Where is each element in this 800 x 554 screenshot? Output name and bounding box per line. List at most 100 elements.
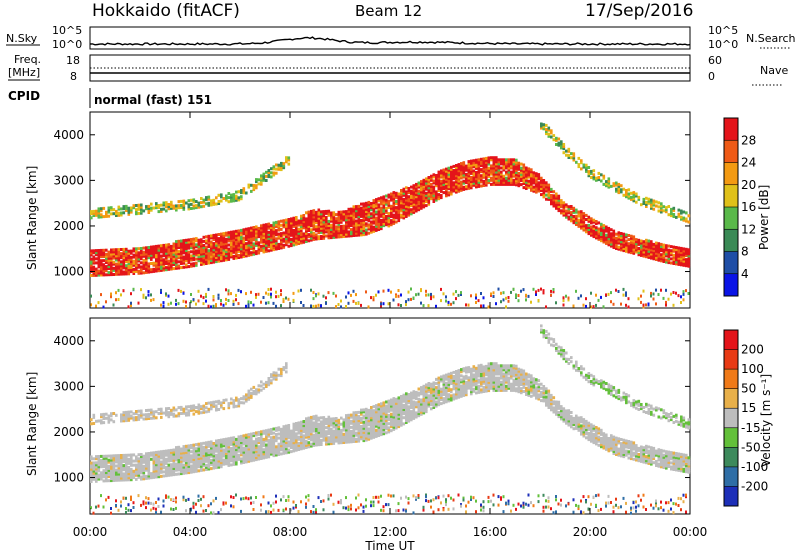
echo-cell [625, 233, 628, 237]
echo-cell [252, 232, 256, 236]
echo-cell [140, 413, 143, 417]
clutter-cell [275, 500, 277, 504]
clutter-cell [355, 301, 357, 305]
echo-cell [372, 203, 376, 207]
echo-cell [287, 224, 291, 228]
echo-cell [180, 199, 183, 203]
echo-cell [202, 410, 206, 414]
echo-cell [270, 381, 273, 385]
echo-cell [605, 180, 608, 184]
echo-cell [225, 254, 228, 258]
echo-cell [180, 245, 183, 249]
echo-cell [597, 227, 601, 231]
echo-cell [370, 208, 373, 212]
echo-cell [657, 254, 661, 258]
echo-cell [277, 222, 281, 226]
echo-cell [217, 439, 221, 442]
echo-cell [192, 455, 196, 459]
echo-cell [92, 257, 96, 261]
echo-cell [112, 479, 116, 482]
echo-cell [630, 242, 633, 246]
echo-cell [340, 212, 343, 216]
echo-cell [427, 196, 431, 200]
echo-cell [482, 159, 486, 163]
echo-cell [547, 195, 551, 199]
echo-cell [412, 202, 416, 206]
echo-cell [272, 237, 276, 241]
echo-cell [350, 222, 353, 225]
echo-cell [510, 172, 513, 176]
clutter-cell [177, 288, 180, 292]
echo-cell [200, 460, 203, 464]
echo-cell [410, 208, 413, 212]
echo-cell [545, 189, 548, 193]
echo-cell [180, 253, 183, 257]
echo-cell [297, 223, 301, 227]
clutter-cell [310, 288, 312, 292]
echo-cell [290, 441, 293, 445]
echo-cell [120, 213, 123, 217]
echo-cell [477, 180, 481, 184]
echo-cell [100, 215, 103, 219]
echo-cell [600, 235, 603, 239]
echo-cell [285, 226, 288, 230]
echo-cell [137, 247, 141, 251]
echo-cell [512, 182, 516, 186]
echo-cell [197, 205, 201, 209]
echo-cell [395, 195, 398, 199]
echo-cell [115, 248, 118, 252]
echo-cell [390, 223, 393, 227]
echo-cell [360, 233, 363, 237]
echo-cell [125, 412, 128, 416]
clutter-cell [267, 301, 270, 305]
clutter-cell [120, 293, 122, 297]
echo-cell [567, 205, 571, 209]
echo-cell [132, 249, 136, 253]
echo-cell [200, 248, 203, 252]
echo-cell [630, 191, 633, 195]
echo-cell [617, 233, 621, 237]
echo-cell [360, 231, 363, 235]
echo-cell [137, 203, 141, 207]
echo-cell [177, 447, 181, 451]
echo-cell [605, 229, 608, 233]
echo-cell [525, 170, 528, 174]
echo-cell [262, 238, 266, 242]
echo-cell [207, 401, 211, 405]
echo-cell [155, 471, 158, 475]
echo-cell [547, 126, 551, 130]
echo-cell [360, 227, 363, 231]
clutter-cell [542, 289, 545, 293]
echo-cell [495, 176, 498, 180]
echo-cell [160, 470, 163, 474]
echo-cell [165, 453, 168, 457]
echo-cell [290, 429, 293, 433]
echo-cell [307, 218, 311, 222]
echo-cell [557, 207, 561, 210]
clutter-cell [137, 301, 140, 305]
echo-cell [140, 411, 143, 415]
echo-cell [605, 184, 608, 188]
echo-cell [122, 417, 126, 421]
echo-cell [150, 249, 153, 253]
echo-cell [235, 444, 238, 447]
echo-cell [377, 209, 381, 213]
echo-cell [402, 200, 406, 203]
echo-cell [522, 179, 526, 183]
clutter-cell [162, 304, 165, 308]
echo-cell [682, 216, 686, 220]
echo-cell [115, 254, 118, 258]
echo-cell [192, 251, 196, 255]
echo-cell [432, 179, 436, 183]
echo-cell [160, 452, 163, 456]
echo-cell [295, 444, 298, 448]
echo-cell [367, 225, 371, 229]
echo-cell [147, 468, 151, 472]
echo-cell [212, 238, 216, 241]
echo-cell [112, 460, 116, 464]
echo-cell [270, 448, 273, 452]
echo-cell [452, 187, 456, 191]
echo-cell [260, 182, 263, 186]
clutter-cell [345, 295, 347, 299]
echo-cell [505, 170, 508, 174]
